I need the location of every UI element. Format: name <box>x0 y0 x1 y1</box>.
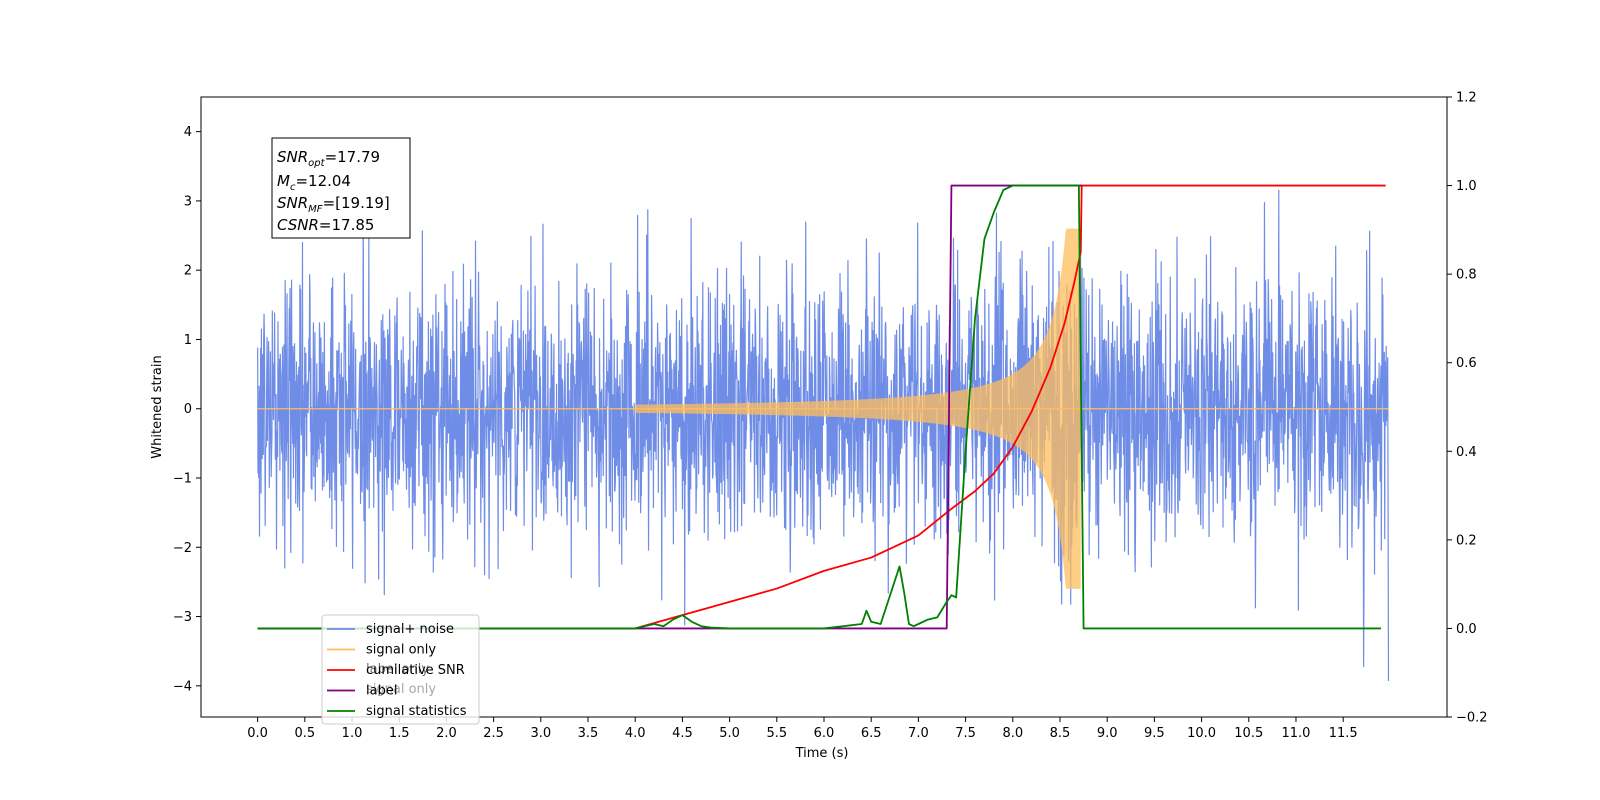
series-line-signal-noise <box>257 189 1390 682</box>
x-tick-label-10: 5.0 <box>719 726 740 741</box>
x-tick-label-17: 8.5 <box>1050 726 1071 741</box>
legend-frame <box>321 614 480 725</box>
x-tick-label-9: 4.5 <box>672 726 693 741</box>
x-tick-label-18: 9.0 <box>1097 726 1118 741</box>
x-tick-label-5: 2.5 <box>483 726 504 741</box>
y-tick-label-5: −1 <box>173 472 192 487</box>
x-tick-label-19: 9.5 <box>1144 726 1165 741</box>
x-tick-label-22: 11.0 <box>1281 726 1310 741</box>
annotation-snr-opt-sub: opt <box>308 158 325 169</box>
series-signal-noise <box>257 189 1390 682</box>
annotation-csnr: CSNR=17.85 <box>277 216 374 234</box>
annotation-snr-mf-base: SNR <box>277 194 308 212</box>
y-axis-right: 1.2 1.0 0.8 0.6 0.4 0.2 0.0 −0.2 <box>1447 91 1488 726</box>
annotation-csnr-base: CSNR <box>277 216 319 234</box>
y-tick-label-2: 2 <box>184 264 192 279</box>
y2-tick-label-6: 0.0 <box>1456 622 1477 637</box>
annotation-csnr-value: =17.85 <box>319 216 375 234</box>
legend-hidden-entry-0: label only <box>366 662 429 677</box>
x-tick-label-3: 1.5 <box>389 726 410 741</box>
y-tick-label-8: −4 <box>173 679 192 694</box>
x-axis-label: Time (s) <box>795 746 849 761</box>
annotation-mc-value: =12.04 <box>295 172 351 190</box>
y-tick-label-1: 3 <box>184 194 192 209</box>
annotation-mc-base: M <box>277 172 290 190</box>
y2-tick-label-0: 1.2 <box>1456 91 1477 106</box>
annotation-snr-mf-sub: MF <box>308 204 323 215</box>
x-tick-label-20: 10.0 <box>1187 726 1216 741</box>
x-tick-label-1: 0.5 <box>294 726 315 741</box>
annotation-snr-opt-value: =17.79 <box>325 148 381 166</box>
x-tick-label-6: 3.0 <box>530 726 551 741</box>
annotation-snr-mf-value: =[19.19] <box>323 194 390 212</box>
x-tick-label-21: 10.5 <box>1234 726 1263 741</box>
legend-entry-4: signal statistics <box>366 704 467 719</box>
annotation-mc-sub: c <box>290 182 296 193</box>
x-tick-label-14: 7.0 <box>908 726 929 741</box>
x-tick-label-12: 6.0 <box>814 726 835 741</box>
legend-entry-1: signal only <box>366 643 436 658</box>
y2-tick-label-2: 0.8 <box>1456 268 1477 283</box>
y-tick-label-3: 1 <box>184 333 192 348</box>
x-axis: 0.0 0.5 1.0 1.5 2.0 2.5 3.0 3.5 4.0 4.5 5.0 5.5 6.0 6… <box>247 717 1358 741</box>
annotation-snr-opt: SNRopt=17.79 <box>277 148 380 169</box>
y-axis-label: Whitened strain <box>150 355 165 458</box>
series-area-signal-only <box>635 228 1081 589</box>
y2-tick-label-3: 0.6 <box>1456 356 1477 371</box>
annotation-snr-opt-base: SNR <box>277 148 308 166</box>
y2-tick-label-4: 0.4 <box>1456 445 1477 460</box>
x-tick-label-0: 0.0 <box>247 726 268 741</box>
x-tick-label-23: 11.5 <box>1329 726 1358 741</box>
annotation-box: SNRopt=17.79 Mc=12.04 SNRMF=[19.19] CSNR… <box>271 137 411 239</box>
y2-tick-label-5: 0.2 <box>1456 533 1477 548</box>
y-tick-label-4: 0 <box>184 402 192 417</box>
x-tick-label-15: 7.5 <box>955 726 976 741</box>
series-line-signal-statistics <box>257 184 1381 630</box>
series-lines <box>257 184 1386 630</box>
x-tick-label-2: 1.0 <box>342 726 363 741</box>
legend: label only signal only signal+ noise sign… <box>321 614 480 725</box>
x-tick-label-13: 6.5 <box>861 726 882 741</box>
y2-tick-label-1: 1.0 <box>1456 179 1477 194</box>
annotation-frame <box>271 137 411 239</box>
plot-area <box>257 184 1390 682</box>
y-tick-label-0: 4 <box>184 125 192 140</box>
series-signal-only <box>257 228 1389 589</box>
y-tick-label-7: −3 <box>173 610 192 625</box>
x-tick-label-11: 5.5 <box>766 726 787 741</box>
x-tick-label-8: 4.0 <box>625 726 646 741</box>
series-line-cumilative-snr <box>257 184 1386 630</box>
legend-entry-2: cumilative SNR <box>366 663 465 678</box>
y2-tick-label-7: −0.2 <box>1456 711 1488 726</box>
x-tick-label-16: 8.0 <box>1002 726 1023 741</box>
y-tick-label-6: −2 <box>173 541 192 556</box>
x-tick-label-7: 3.5 <box>578 726 599 741</box>
legend-entry-0: signal+ noise <box>366 622 454 637</box>
annotation-mc: Mc=12.04 <box>277 172 351 193</box>
legend-entry-3: label <box>366 684 397 699</box>
legend-hidden-entry-1: signal only <box>366 682 436 697</box>
x-tick-label-4: 2.0 <box>436 726 457 741</box>
y-axis-left: 4 3 2 1 0 −1 −2 −3 −4 <box>173 125 201 694</box>
annotation-snr-mf: SNRMF=[19.19] <box>277 194 390 215</box>
